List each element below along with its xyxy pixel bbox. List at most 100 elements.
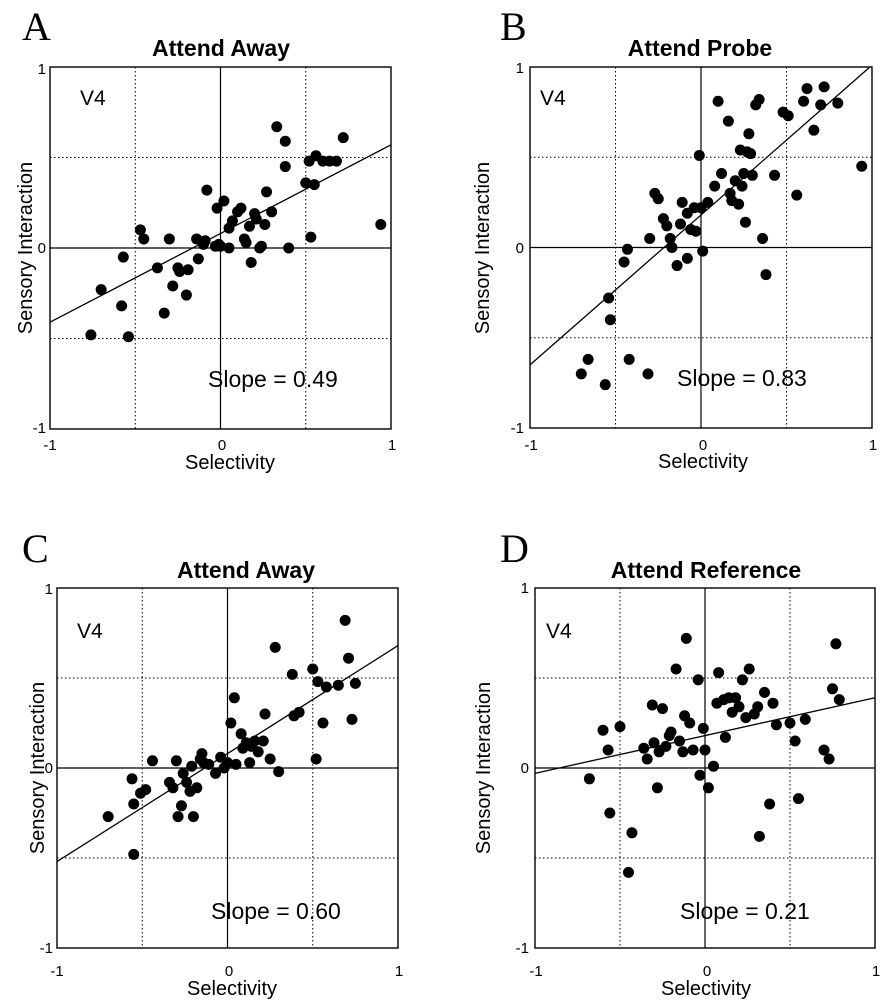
- data-point: [697, 722, 709, 734]
- x-tick-min: -1: [524, 437, 537, 454]
- data-point: [801, 83, 813, 95]
- data-point: [674, 735, 685, 747]
- x-axis-label: Selectivity: [658, 451, 748, 473]
- data-point: [259, 708, 271, 720]
- data-point: [271, 121, 283, 133]
- data-point: [697, 245, 709, 257]
- data-point: [243, 220, 255, 232]
- x-axis-label: Selectivity: [187, 978, 277, 1000]
- regression-line: [534, 697, 876, 775]
- data-point: [722, 115, 734, 127]
- slope-annotation: Slope = 0.60: [211, 898, 341, 924]
- data-point: [128, 798, 140, 810]
- region-label: V4: [80, 87, 106, 110]
- data-point: [652, 193, 664, 205]
- data-point: [789, 735, 801, 747]
- data-point: [671, 260, 683, 272]
- data-point: [623, 866, 634, 878]
- data-point: [308, 179, 320, 191]
- data-point: [736, 674, 748, 686]
- panel-a: A Attend Away Selectivity Sensory Intera…: [15, 4, 396, 474]
- data-point: [226, 215, 238, 227]
- data-point: [753, 830, 765, 842]
- data-point: [665, 726, 677, 738]
- data-point: [339, 614, 351, 626]
- y-tick-max: 1: [521, 580, 529, 597]
- data-point: [167, 280, 179, 292]
- data-point: [583, 773, 595, 785]
- y-axis-label: Sensory Interaction: [472, 162, 494, 334]
- data-point: [117, 251, 129, 263]
- data-point: [708, 760, 719, 772]
- data-point: [681, 252, 693, 264]
- data-point: [626, 827, 638, 839]
- panel-letter: C: [22, 526, 49, 571]
- y-axis-label: Sensory Interaction: [15, 162, 37, 334]
- data-point: [235, 202, 247, 214]
- data-point: [833, 694, 845, 706]
- data-point: [305, 231, 317, 243]
- x-tick-max: 1: [869, 437, 877, 454]
- data-point: [575, 368, 587, 380]
- data-point: [201, 184, 213, 196]
- data-point: [151, 262, 163, 274]
- data-point: [203, 758, 215, 770]
- data-point: [582, 353, 594, 365]
- data-point: [712, 95, 724, 107]
- data-point: [764, 798, 776, 810]
- data-point: [808, 124, 820, 136]
- data-point: [753, 93, 765, 105]
- y-tick-zero: 0: [516, 240, 524, 257]
- data-point: [177, 767, 189, 779]
- y-tick-zero: 0: [38, 240, 46, 257]
- data-point: [641, 753, 653, 765]
- chart-title: Attend Probe: [628, 35, 772, 61]
- data-point: [320, 681, 332, 693]
- data-point: [85, 329, 97, 341]
- data-point: [664, 232, 676, 244]
- data-point: [782, 110, 794, 122]
- slope-annotation: Slope = 0.49: [208, 366, 338, 392]
- data-point: [264, 753, 276, 765]
- data-point: [186, 760, 198, 772]
- y-tick-max: 1: [45, 581, 53, 598]
- scatter-plot: [529, 66, 873, 429]
- data-point: [122, 331, 134, 343]
- region-label: V4: [546, 620, 572, 643]
- data-point: [199, 235, 211, 247]
- data-point: [687, 744, 699, 756]
- data-point: [638, 742, 650, 754]
- data-point: [651, 782, 663, 794]
- data-point: [736, 180, 748, 192]
- panel-d: D Attend Reference Selectivity Sensory I…: [473, 526, 880, 1000]
- data-point: [245, 256, 257, 268]
- data-point: [218, 195, 230, 207]
- data-point: [187, 811, 199, 823]
- data-point: [602, 744, 614, 756]
- region-label: V4: [540, 87, 566, 110]
- y-tick-min: -1: [516, 940, 529, 957]
- data-point: [196, 748, 208, 760]
- y-tick-max: 1: [38, 61, 46, 78]
- data-point: [798, 95, 810, 107]
- data-point: [128, 848, 140, 860]
- data-point: [211, 202, 223, 214]
- data-point: [757, 232, 769, 244]
- regression-line: [49, 144, 392, 323]
- data-point: [134, 224, 146, 236]
- plot-frame: [49, 66, 392, 430]
- data-point: [733, 198, 745, 210]
- data-point: [730, 692, 742, 704]
- data-point: [300, 177, 312, 189]
- data-point: [733, 701, 745, 713]
- x-tick-zero: 0: [699, 437, 707, 454]
- data-point: [739, 216, 751, 228]
- data-point: [279, 135, 291, 147]
- data-point: [856, 160, 868, 172]
- data-point: [743, 128, 755, 140]
- data-point: [230, 758, 242, 770]
- data-point: [175, 800, 187, 812]
- data-point: [244, 757, 256, 769]
- data-point: [666, 242, 678, 253]
- data-point: [657, 703, 668, 715]
